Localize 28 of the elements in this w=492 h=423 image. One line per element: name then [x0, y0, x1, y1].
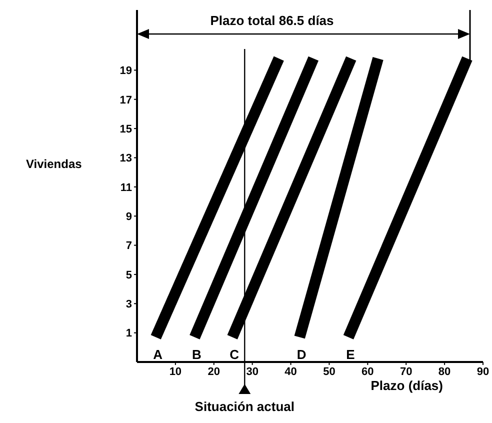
y-tick-label: 11 [120, 182, 132, 194]
series-label: A [153, 347, 164, 362]
x-tick-label: 20 [208, 366, 220, 378]
y-tick-label: 9 [126, 210, 132, 223]
x-tick-label: 30 [246, 366, 258, 378]
x-tick-label: 50 [323, 366, 336, 378]
y-tick-label: 3 [126, 298, 132, 311]
series-label: C [230, 347, 240, 362]
x-tick-label: 60 [362, 366, 374, 378]
x-tick-label: 80 [438, 366, 451, 378]
y-tick-label: 19 [120, 65, 132, 78]
series-label: D [296, 347, 306, 362]
x-tick-label: 70 [400, 366, 412, 378]
y-tick-label: 1 [126, 328, 132, 340]
y-tick-label: 13 [120, 152, 132, 165]
y-tick-label: 17 [120, 94, 132, 106]
x-tick-label: 40 [284, 366, 297, 378]
x-tick-label: 90 [476, 366, 490, 378]
x-tick-label: 10 [169, 366, 182, 378]
text: Plazo total 86.5 días [210, 13, 334, 28]
y-tick-label: 5 [126, 269, 132, 282]
y-tick-label: 7 [126, 240, 132, 252]
y-axis-title: Viviendas [26, 157, 82, 171]
series-label: B [192, 347, 202, 362]
series-label: E [346, 347, 356, 362]
y-tick-label: 15 [120, 123, 132, 136]
x-axis-title: Plazo (días) [370, 378, 444, 393]
ref-line-label: Situación actual [194, 399, 294, 414]
